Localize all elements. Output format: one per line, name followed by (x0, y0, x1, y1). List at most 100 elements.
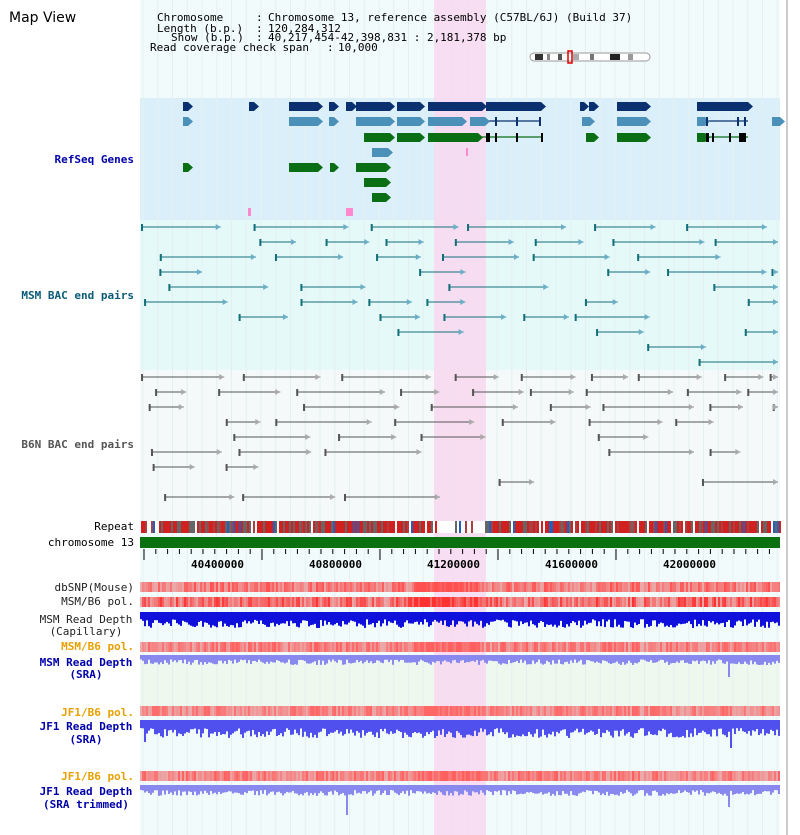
depth-bar (640, 612, 642, 620)
polymorphism-cell (236, 771, 238, 781)
bac-end-arrow (255, 419, 261, 425)
polymorphism-cell (626, 582, 628, 592)
repeat-block (213, 521, 215, 533)
depth-bar (674, 612, 676, 628)
repeat-block (289, 521, 291, 533)
depth-bar (590, 785, 592, 791)
polymorphism-cell (472, 706, 474, 716)
polymorphism-cell (256, 597, 258, 607)
polymorphism-cell (558, 706, 560, 716)
polymorphism-cell (346, 597, 348, 607)
depth-bar (452, 720, 454, 738)
polymorphism-cell (330, 706, 332, 716)
polymorphism-cell (646, 771, 648, 781)
depth-bar (260, 655, 262, 662)
depth-bar (618, 720, 620, 737)
bac-end-arrow (708, 419, 714, 425)
polymorphism-cell (468, 771, 470, 781)
polymorphism-cell (744, 771, 746, 781)
repeat-block (197, 521, 199, 533)
depth-bar (760, 720, 762, 734)
bac-end-arrow (761, 224, 767, 230)
depth-bar (756, 655, 758, 665)
polymorphism-cell (756, 706, 758, 716)
b6n-bac-label[interactable]: B6N BAC end pairs (21, 438, 134, 451)
depth-bar (742, 720, 744, 732)
depth-bar (662, 612, 664, 624)
polymorphism-cell (178, 771, 180, 781)
repeat-block (777, 521, 779, 533)
depth-bar (464, 720, 466, 738)
polymorphism-cell (434, 642, 436, 652)
depth-bar (496, 612, 498, 620)
polymorphism-cell (194, 597, 196, 607)
bac-end (238, 449, 241, 456)
polymorphism-cell (568, 582, 570, 592)
depth-bar (484, 612, 486, 627)
depth-bar (198, 720, 200, 730)
polymorphism-cell (550, 771, 552, 781)
polymorphism-cell (260, 642, 262, 652)
refseq-label[interactable]: RefSeq Genes (54, 153, 134, 166)
polymorphism-cell (204, 582, 206, 592)
depth-bar (704, 655, 706, 661)
repeat-block (163, 521, 165, 533)
depth-bar (540, 785, 542, 793)
repeat-block (605, 521, 607, 533)
polymorphism-cell (204, 706, 206, 716)
depth-bar (604, 785, 606, 796)
depth-bar (690, 785, 692, 795)
polymorphism-cell (512, 597, 514, 607)
depth-bar (464, 785, 466, 791)
polymorphism-cell (170, 582, 172, 592)
depth-bar (436, 612, 438, 622)
depth-bar (546, 655, 548, 661)
polymorphism-cell (510, 597, 512, 607)
bac-end-arrow (773, 389, 778, 395)
depth-bar (304, 720, 306, 732)
polymorphism-cell (160, 706, 162, 716)
polymorphism-cell (452, 642, 454, 652)
polymorphism-cell (770, 582, 772, 592)
polymorphism-cell (250, 706, 252, 716)
polymorphism-cell (458, 597, 460, 607)
depth-bar (444, 720, 446, 737)
depth-bar (376, 655, 378, 661)
depth-bar (622, 720, 624, 730)
depth-bar (412, 720, 414, 733)
polymorphism-cell (432, 771, 434, 781)
depth-bar (616, 785, 618, 795)
polymorphism-cell (506, 706, 508, 716)
depth-bar (680, 612, 682, 625)
depth-bar (562, 785, 564, 791)
polymorphism-cell (424, 642, 426, 652)
depth-bar (564, 785, 566, 794)
depth-bar (622, 612, 624, 628)
bac-end-arrow (352, 299, 358, 305)
polymorphism-cell (400, 582, 402, 592)
polymorphism-cell (362, 642, 364, 652)
polymorphism-cell (712, 642, 714, 652)
gene-exon (183, 117, 188, 126)
polymorphism-cell (520, 771, 522, 781)
depth-bar (754, 785, 756, 796)
polymorphism-cell (356, 597, 358, 607)
polymorphism-cell (482, 597, 484, 607)
polymorphism-cell (564, 582, 566, 592)
polymorphism-cell (754, 771, 756, 781)
polymorphism-cell (526, 706, 528, 716)
depth-bar (146, 655, 148, 664)
depth-bar (726, 785, 728, 796)
depth-bar (324, 720, 326, 729)
msm-bac-label[interactable]: MSM BAC end pairs (21, 289, 134, 302)
ideogram-band (547, 54, 550, 60)
polymorphism-cell (276, 642, 278, 652)
repeat-block (275, 521, 277, 533)
repeat-block (263, 521, 265, 533)
depth-bar (444, 785, 446, 796)
depth-bar (762, 720, 764, 730)
polymorphism-cell (448, 771, 450, 781)
polymorphism-cell (360, 642, 362, 652)
polymorphism-cell (190, 582, 192, 592)
repeat-block (391, 521, 393, 533)
